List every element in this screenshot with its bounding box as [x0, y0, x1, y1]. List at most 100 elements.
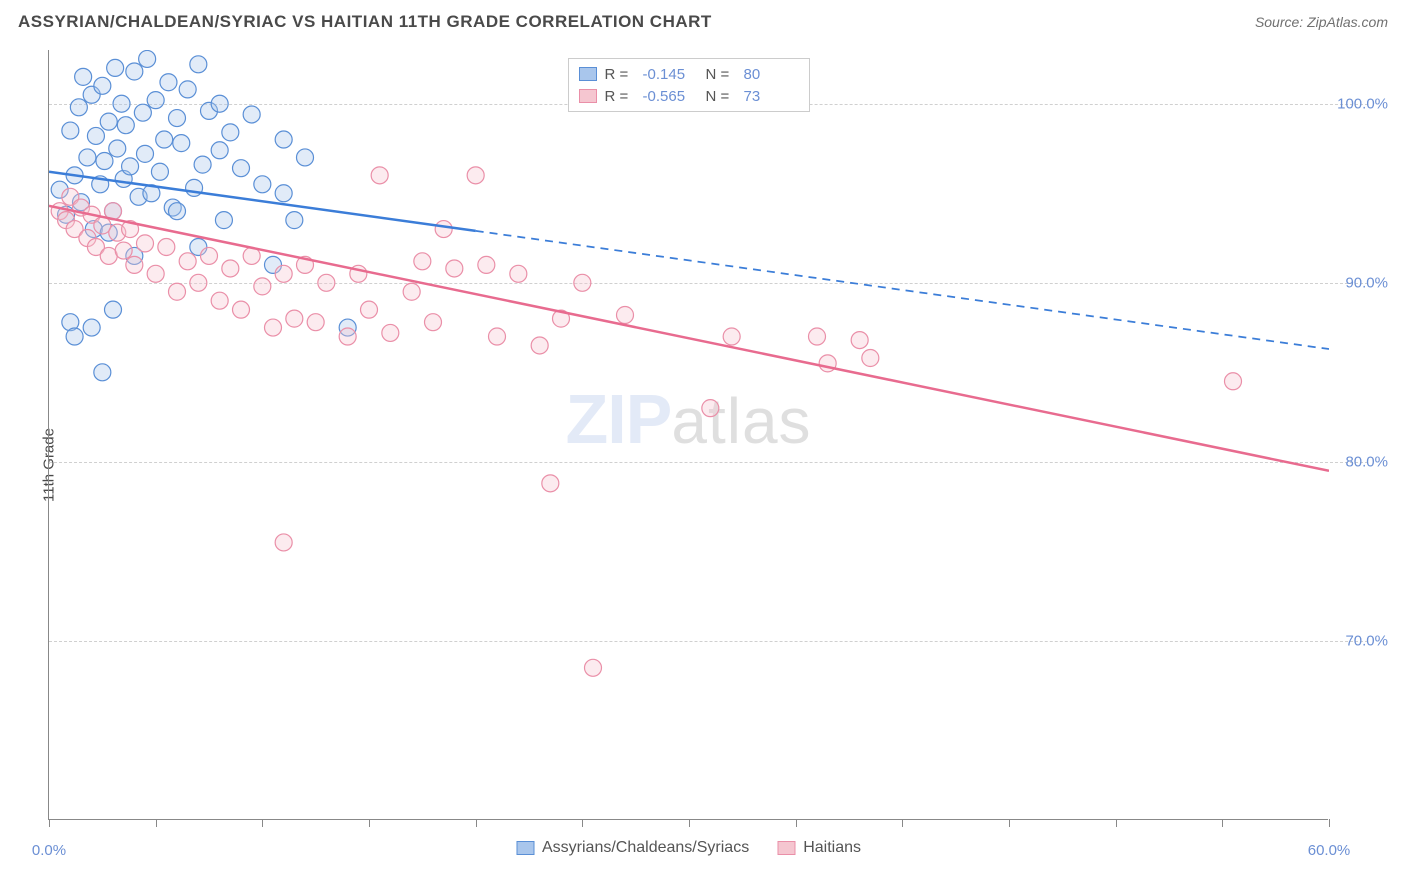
- scatter-point: [425, 314, 442, 331]
- scatter-point: [307, 314, 324, 331]
- x-tick: [476, 819, 477, 827]
- scatter-point: [297, 256, 314, 273]
- x-tick: [1116, 819, 1117, 827]
- legend-r-value: -0.565: [643, 88, 698, 105]
- x-tick-label: 60.0%: [1308, 842, 1351, 859]
- scatter-point: [151, 163, 168, 180]
- scatter-point: [243, 247, 260, 264]
- scatter-point: [489, 328, 506, 345]
- scatter-point: [160, 74, 177, 91]
- scatter-point: [254, 176, 271, 193]
- legend-r-value: -0.145: [643, 66, 698, 83]
- scatter-point: [318, 274, 335, 291]
- chart-container: 11th Grade ZIPatlas R =-0.145N =80R =-0.…: [0, 40, 1406, 890]
- legend-stats-row: R =-0.565N =73: [579, 85, 799, 107]
- scatter-point: [109, 140, 126, 157]
- scatter-point: [87, 127, 104, 144]
- legend-swatch: [579, 89, 597, 103]
- scatter-point: [723, 328, 740, 345]
- scatter-point: [510, 265, 527, 282]
- scatter-point: [467, 167, 484, 184]
- scatter-point: [254, 278, 271, 295]
- x-tick: [582, 819, 583, 827]
- scatter-point: [113, 95, 130, 112]
- scatter-point: [382, 324, 399, 341]
- scatter-point: [179, 81, 196, 98]
- scatter-point: [134, 104, 151, 121]
- x-tick: [1329, 819, 1330, 827]
- scatter-point: [105, 301, 122, 318]
- scatter-point: [79, 149, 96, 166]
- scatter-point: [173, 135, 190, 152]
- scatter-point: [211, 95, 228, 112]
- scatter-point: [194, 156, 211, 173]
- scatter-point: [542, 475, 559, 492]
- scatter-point: [139, 50, 156, 67]
- scatter-point: [851, 332, 868, 349]
- scatter-point: [156, 131, 173, 148]
- scatter-point: [115, 242, 132, 259]
- scatter-point: [190, 274, 207, 291]
- scatter-point: [169, 283, 186, 300]
- scatter-point: [105, 203, 122, 220]
- scatter-point: [297, 149, 314, 166]
- x-tick: [1009, 819, 1010, 827]
- scatter-point: [92, 176, 109, 193]
- legend-series-label: Assyrians/Chaldeans/Syriacs: [542, 839, 749, 857]
- y-tick-label: 100.0%: [1337, 95, 1388, 112]
- scatter-point: [179, 253, 196, 270]
- legend-series: Assyrians/Chaldeans/Syriacs Haitians: [516, 839, 861, 857]
- scatter-point: [169, 203, 186, 220]
- scatter-point: [211, 292, 228, 309]
- scatter-point: [371, 167, 388, 184]
- scatter-point: [446, 260, 463, 277]
- legend-n-value: 73: [744, 88, 799, 105]
- scatter-point: [435, 221, 452, 238]
- scatter-point: [233, 301, 250, 318]
- scatter-point: [62, 122, 79, 139]
- scatter-point: [350, 265, 367, 282]
- scatter-point: [137, 145, 154, 162]
- scatter-point: [83, 319, 100, 336]
- legend-n-label: N =: [706, 66, 736, 83]
- scatter-point: [585, 659, 602, 676]
- scatter-point: [809, 328, 826, 345]
- scatter-point: [190, 56, 207, 73]
- scatter-point: [147, 265, 164, 282]
- x-tick: [369, 819, 370, 827]
- scatter-point: [66, 328, 83, 345]
- scatter-point: [94, 77, 111, 94]
- scatter-point: [819, 355, 836, 372]
- scatter-point: [222, 260, 239, 277]
- scatter-point: [126, 256, 143, 273]
- y-tick-label: 80.0%: [1345, 453, 1388, 470]
- scatter-point: [275, 185, 292, 202]
- scatter-point: [361, 301, 378, 318]
- scatter-point: [70, 99, 87, 116]
- y-tick-label: 70.0%: [1345, 632, 1388, 649]
- scatter-point: [94, 364, 111, 381]
- scatter-point: [186, 179, 203, 196]
- x-tick: [1222, 819, 1223, 827]
- chart-header: ASSYRIAN/CHALDEAN/SYRIAC VS HAITIAN 11TH…: [0, 0, 1406, 40]
- scatter-point: [122, 158, 139, 175]
- legend-stats: R =-0.145N =80R =-0.565N =73: [568, 58, 810, 112]
- x-tick: [796, 819, 797, 827]
- legend-swatch: [579, 67, 597, 81]
- scatter-point: [286, 212, 303, 229]
- scatter-point: [126, 63, 143, 80]
- scatter-point: [66, 167, 83, 184]
- chart-source: Source: ZipAtlas.com: [1255, 14, 1388, 30]
- legend-series-item: Haitians: [777, 839, 861, 857]
- x-tick: [902, 819, 903, 827]
- scatter-point: [862, 350, 879, 367]
- scatter-point: [275, 265, 292, 282]
- scatter-point: [107, 59, 124, 76]
- legend-stats-row: R =-0.145N =80: [579, 63, 799, 85]
- scatter-point: [574, 274, 591, 291]
- scatter-point: [211, 142, 228, 159]
- scatter-point: [243, 106, 260, 123]
- scatter-point: [100, 113, 117, 130]
- scatter-point: [275, 131, 292, 148]
- legend-series-item: Assyrians/Chaldeans/Syriacs: [516, 839, 749, 857]
